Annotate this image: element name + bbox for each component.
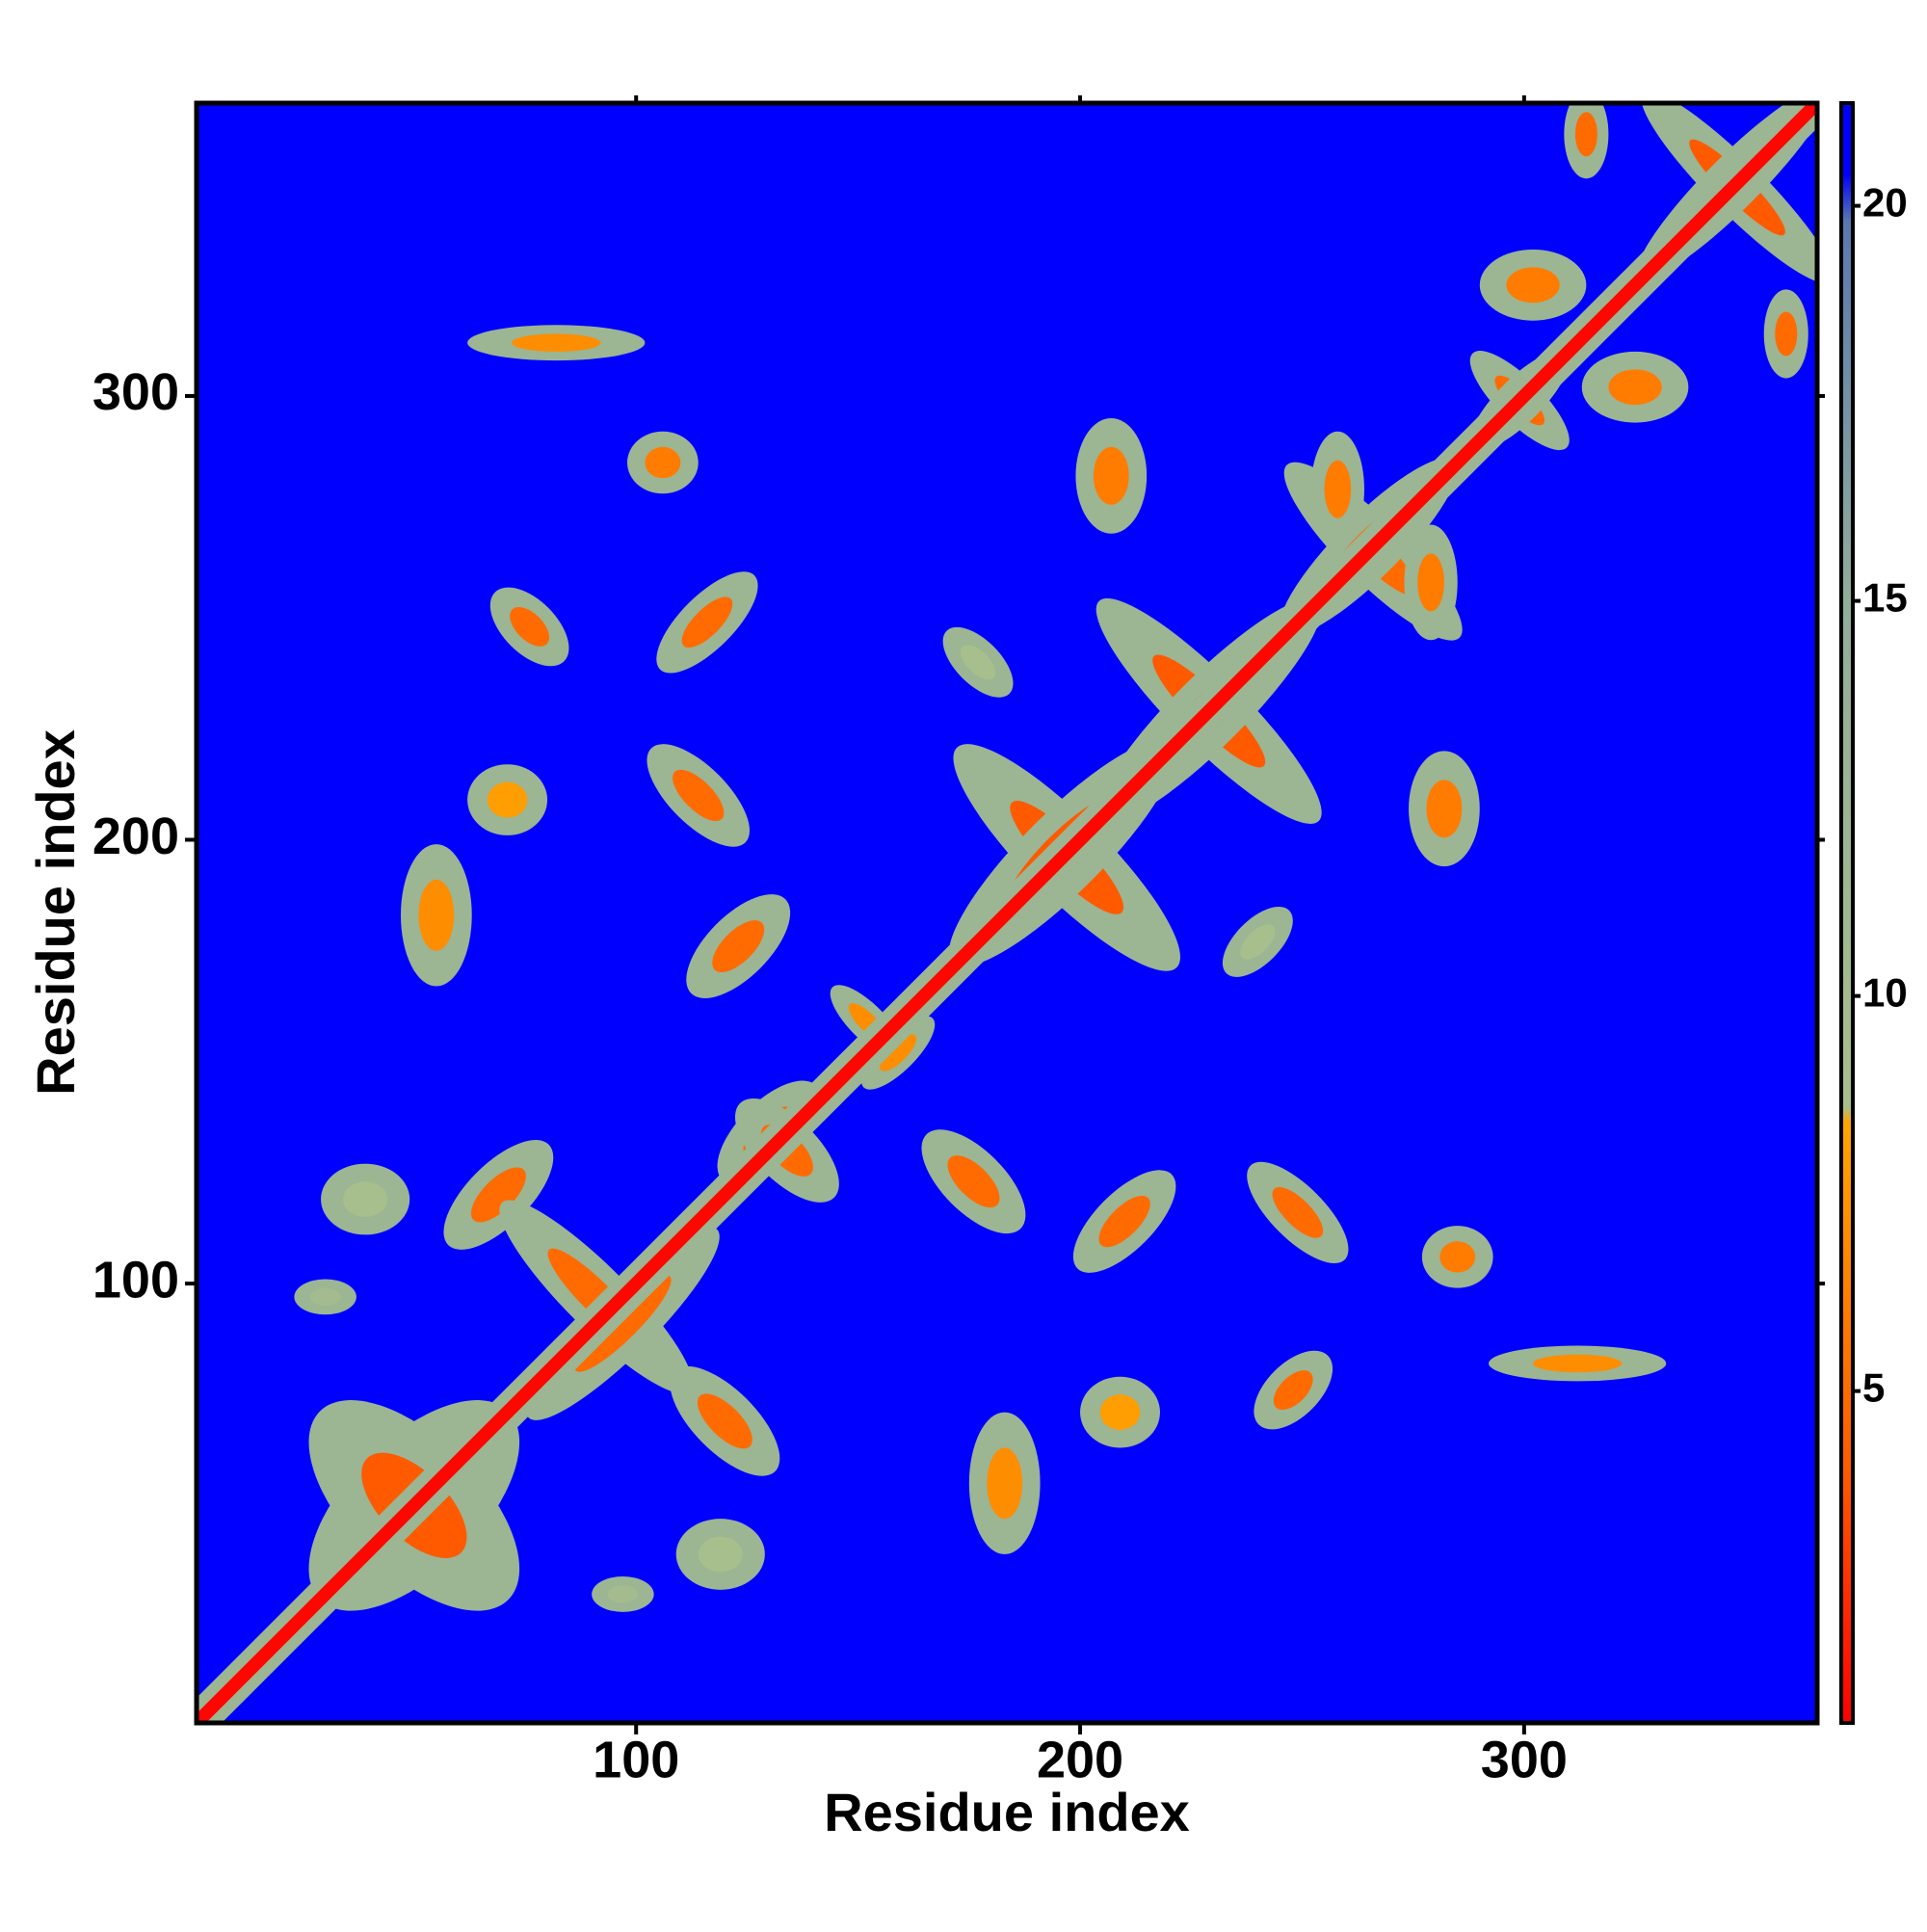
contact-patch: [1093, 446, 1129, 505]
colorbar-tick-label: 10: [1862, 970, 1908, 1016]
contact-patch: [1324, 460, 1352, 518]
contact-patch: [1533, 1354, 1623, 1373]
colorbar-tick-label: 20: [1862, 180, 1908, 225]
contact-patch: [607, 1585, 639, 1603]
y-tick-label: 300: [92, 363, 179, 421]
x-axis-title: Residue index: [824, 1782, 1190, 1842]
contact-patch: [470, 1167, 526, 1223]
contact-patch: [712, 920, 765, 973]
x-tick-label: 200: [1037, 1731, 1123, 1788]
contact-patch: [1099, 1394, 1141, 1431]
y-tick-label: 100: [92, 1251, 179, 1309]
contact-patch: [309, 1287, 341, 1307]
heatmap: [197, 103, 1817, 1723]
colorbar-tick-label: 15: [1862, 575, 1908, 621]
contact-patch: [697, 1393, 752, 1449]
contact-patch: [681, 596, 733, 648]
contact-patch: [487, 781, 528, 818]
colorbar-tick-label: 5: [1862, 1365, 1885, 1411]
contact-patch: [698, 1536, 743, 1573]
contact-patch: [673, 769, 725, 822]
contact-patch: [512, 333, 601, 352]
contact-patch: [960, 645, 996, 680]
plot-frame: [194, 100, 1820, 1726]
contact-patch: [510, 607, 550, 647]
contact-patch: [1426, 780, 1463, 838]
contact-patch: [1417, 553, 1444, 612]
contact-patch: [1775, 311, 1798, 357]
contact-patch: [1574, 112, 1597, 157]
contact-patch: [1272, 1187, 1324, 1238]
contact-patch: [1098, 1195, 1150, 1248]
contact-patch: [1608, 369, 1662, 406]
contact-patch: [1506, 267, 1560, 304]
x-tick-label: 100: [593, 1731, 679, 1788]
contact-patch: [1439, 1241, 1476, 1273]
contact-patch: [574, 1275, 672, 1372]
contact-patch: [343, 1181, 388, 1217]
contact-patch: [1240, 924, 1276, 960]
y-axis-title: Residue index: [25, 729, 86, 1096]
x-tick-label: 300: [1481, 1731, 1568, 1788]
colorbar: [1839, 101, 1855, 1725]
contact-patch: [947, 1155, 1000, 1208]
contact-patch: [418, 879, 455, 951]
contact-patch: [645, 446, 681, 479]
y-tick-label: 200: [92, 807, 179, 865]
contact-patch: [1273, 1370, 1313, 1411]
contact-patch: [987, 1447, 1023, 1520]
diagonal: [197, 103, 1817, 1723]
contact-patch: [880, 1034, 917, 1072]
